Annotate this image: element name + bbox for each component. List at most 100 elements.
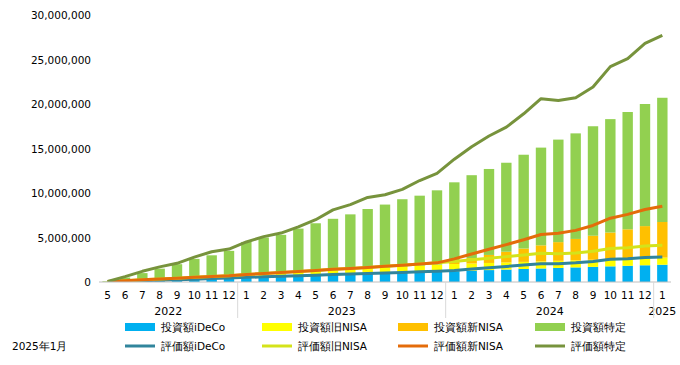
legend-label: 評価額新NISA [434,340,504,352]
plot-area [102,35,667,282]
x-tick-label: 5 [312,289,319,301]
legend-label: 投資額旧NISA [297,321,368,333]
bar [293,229,303,273]
bar [484,169,494,255]
bar [380,205,390,268]
group-separator [237,282,238,318]
bar [241,242,251,275]
line [108,206,663,281]
legend-swatch [535,345,565,348]
x-tick-label: 12 [638,289,651,301]
bar [570,239,580,260]
bar [640,265,650,282]
x-group-label: 2025 [648,305,676,318]
bar [570,133,580,239]
bar [414,272,424,282]
x-tick-label: 11 [621,289,634,301]
x-group-label: 2024 [536,305,564,318]
bar [657,222,667,258]
bar [605,233,615,260]
x-tick-label: 6 [122,289,129,301]
x-tick-label: 6 [538,289,545,301]
bar [380,273,390,282]
x-tick-label: 5 [520,289,527,301]
legend-label: 投資額iDeCo [160,321,225,333]
y-tick-label: 0 [84,276,91,288]
x-tick-label: 10 [396,289,409,301]
y-tick [96,237,99,238]
x-tick-label: 1 [243,289,250,301]
x-tick-label: 2 [260,289,267,301]
bar [622,229,632,258]
bar [588,126,598,235]
legend-swatch [398,345,428,348]
legend-label: 評価額特定 [571,340,626,352]
bar [553,268,563,282]
bar [588,236,598,260]
y-tick-label: 10,000,000 [31,187,91,199]
bar [605,266,615,282]
bar [570,267,580,282]
bar [172,264,182,278]
bar [657,258,667,265]
x-tick-label: 6 [330,289,337,301]
bar [397,199,407,266]
x-group-label: 2023 [328,305,356,318]
legend-swatch [262,345,292,348]
x-axis [99,282,671,283]
legend-swatch [125,323,155,331]
bar [657,98,667,222]
y-tick-label: 20,000,000 [31,98,91,110]
group-separator [445,282,446,318]
y-tick [96,59,99,60]
x-tick-label: 10 [188,289,201,301]
legend-label: 投資額新NISA [433,321,504,333]
x-tick-label: 2 [468,289,475,301]
y-tick-label: 15,000,000 [31,143,91,155]
x-tick-label: 9 [590,289,597,301]
bar [466,175,476,258]
bar [328,219,338,271]
legend-swatch [398,323,428,331]
bar [397,273,407,282]
bar [362,209,372,269]
bar [345,214,355,269]
x-tick-label: 9 [174,289,181,301]
x-tick-label: 11 [413,289,426,301]
x-tick-label: 9 [382,289,389,301]
group-separator [653,282,654,318]
bar [657,265,667,282]
x-tick-label: 1 [659,289,666,301]
bar [605,119,615,232]
bar [640,226,650,258]
bar [553,242,563,261]
y-tick-label: 25,000,000 [31,54,91,66]
y-tick-label: 5,000,000 [38,232,91,244]
bar [206,255,216,276]
bar [622,266,632,282]
x-tick-label: 8 [364,289,371,301]
bar [588,267,598,282]
bar [553,140,563,243]
chart-svg: 0 5,000,000 10,000,000 15,000,000 20,000,000… [0,0,680,365]
x-tick-label: 5 [104,289,111,301]
legend-label: 評価額iDeCo [161,340,225,352]
x-tick-label: 8 [156,289,163,301]
y-tick [96,148,99,149]
bar [484,270,494,282]
x-tick-label: 7 [139,289,146,301]
bar [310,223,320,271]
x-tick-label: 3 [278,289,285,301]
bar [449,182,459,261]
x-tick-label: 7 [555,289,562,301]
y-tick [96,282,99,283]
bar [536,148,546,246]
x-tick-label: 4 [503,289,510,301]
x-tick-label: 10 [604,289,617,301]
bar [432,190,442,264]
x-tick-label: 11 [205,289,218,301]
legend-label: 評価額旧NISA [298,340,368,352]
x-tick-label: 8 [572,289,579,301]
legend-label: 投資額特定 [570,321,626,333]
bar [518,269,528,282]
